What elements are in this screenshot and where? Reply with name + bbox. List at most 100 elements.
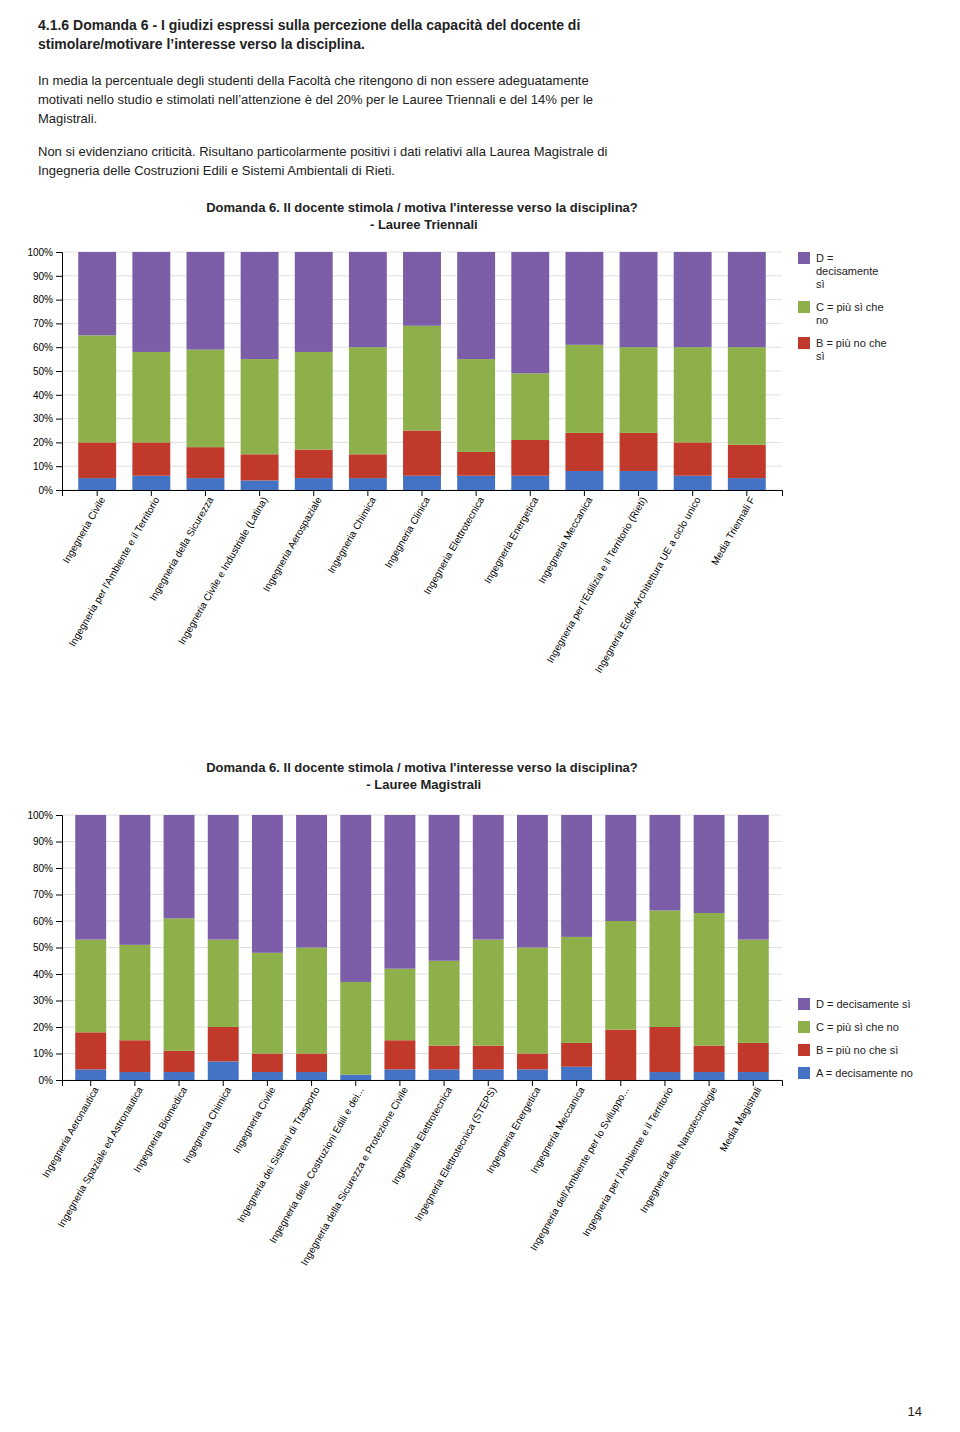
text-line: Domanda 6. Il docente stimola / motiva l… bbox=[206, 200, 638, 215]
x-tick: Ingegneria Elettrotecnica bbox=[421, 490, 486, 596]
bars bbox=[75, 815, 768, 1080]
bar-segment bbox=[403, 431, 441, 476]
y-tick: 10% bbox=[33, 461, 62, 472]
y-tick-label: 60% bbox=[33, 342, 53, 353]
x-tick-label: Ingegneria dell'Ambiente per lo Sviluppo… bbox=[528, 1085, 631, 1252]
bar-segment bbox=[384, 1069, 415, 1080]
bar-segment bbox=[208, 815, 239, 940]
bar-segment bbox=[296, 1054, 327, 1073]
bar-segment bbox=[649, 910, 680, 1027]
bar-segment bbox=[252, 815, 283, 953]
y-tick: 20% bbox=[33, 1022, 62, 1033]
x-tick: Ingegneria per l'Edilizia e il Territori… bbox=[544, 490, 648, 665]
bar-segment bbox=[384, 815, 415, 969]
y-axis: 0%10%20%30%40%50%60%70%80%90%100% bbox=[27, 810, 62, 1086]
legend-swatch bbox=[798, 1021, 810, 1033]
bar-segment bbox=[340, 1075, 371, 1080]
bar-segment bbox=[738, 940, 769, 1043]
y-tick-label: 80% bbox=[33, 294, 53, 305]
x-tick: Ingegneria per l'Ambiente e il Territori… bbox=[67, 490, 162, 648]
bar-segment bbox=[561, 1067, 592, 1080]
bar-segment bbox=[187, 478, 225, 490]
bar-segment bbox=[457, 359, 495, 452]
x-tick-label: Ingegneria Aerospaziale bbox=[261, 495, 324, 594]
axis-line bbox=[56, 253, 63, 491]
x-tick-label: Ingegneria Biomedica bbox=[131, 1085, 189, 1175]
chart-title: Domanda 6. Il docente stimola / motiva l… bbox=[206, 760, 638, 792]
bar-segment bbox=[511, 440, 549, 476]
bar-segment bbox=[728, 347, 766, 445]
bar-segment bbox=[241, 454, 279, 480]
tick-mark bbox=[56, 921, 62, 922]
bar-segment bbox=[132, 252, 170, 352]
x-tick-label: Ingegneria della Sicurezza bbox=[147, 495, 216, 603]
legend-item: D =decisamentesì bbox=[798, 252, 878, 290]
bar-segment bbox=[252, 1054, 283, 1073]
y-tick: 0% bbox=[39, 485, 62, 496]
text-line: Non si evidenziano criticità. Risultano … bbox=[38, 144, 607, 159]
bar-segment bbox=[132, 442, 170, 475]
text-line: 4.1.6 Domanda 6 - I giudizi espressi sul… bbox=[38, 17, 580, 33]
axis-line bbox=[56, 816, 63, 1081]
bar-series bbox=[78, 326, 766, 455]
bar-segment bbox=[208, 1027, 239, 1061]
x-tick: Ingegneria Civile e Industriale (Latina) bbox=[176, 490, 270, 646]
x-axis: Ingegneria CivileIngegneria per l'Ambien… bbox=[61, 490, 783, 675]
bar-segment bbox=[349, 252, 387, 347]
legend-swatch bbox=[798, 337, 810, 349]
legend: D =decisamentesìC = più sì chenoB = più … bbox=[798, 252, 887, 362]
legend-item: B = più no che sì bbox=[798, 1044, 898, 1056]
x-tick-label: Ingegneria per l'Ambiente e il Territori… bbox=[580, 1085, 675, 1239]
y-tick: 30% bbox=[33, 413, 62, 424]
bar-segment bbox=[457, 476, 495, 490]
x-tick: Ingegneria Meccanica bbox=[536, 490, 595, 585]
bar-segment bbox=[694, 1046, 725, 1073]
x-tick: Ingegneria delle Costruzioni Edili e dei… bbox=[267, 1080, 366, 1245]
legend-item: C = più sì cheno bbox=[798, 301, 884, 326]
x-tick-label: Ingegneria dei Sistemi di Trasporto bbox=[235, 1085, 322, 1225]
bar-segment bbox=[429, 1069, 460, 1080]
text-line: C = più sì che bbox=[816, 301, 884, 313]
bar-segment bbox=[561, 937, 592, 1043]
bar-series bbox=[75, 815, 768, 982]
y-tick-label: 70% bbox=[33, 318, 53, 329]
bar-segment bbox=[565, 345, 603, 433]
bar-segment bbox=[295, 478, 333, 490]
bar-segment bbox=[649, 1027, 680, 1072]
bar-segment bbox=[674, 347, 712, 442]
bar-segment bbox=[728, 252, 766, 347]
text-line: Domanda 6. Il docente stimola / motiva l… bbox=[206, 760, 638, 775]
bar-segment bbox=[78, 335, 116, 442]
x-tick: Ingegneria Energetica bbox=[482, 490, 541, 585]
bar-segment bbox=[473, 815, 504, 940]
tick-mark bbox=[56, 1080, 62, 1081]
bar-segment bbox=[164, 1072, 195, 1080]
y-tick-label: 0% bbox=[39, 485, 54, 496]
bar-segment bbox=[738, 1072, 769, 1080]
bar-segment bbox=[296, 948, 327, 1054]
bar-segment bbox=[384, 969, 415, 1041]
bar-segment bbox=[164, 815, 195, 918]
bar-segment bbox=[208, 940, 239, 1027]
x-tick: Ingegneria della Sicurezza bbox=[147, 490, 216, 603]
y-tick-label: 30% bbox=[33, 995, 53, 1006]
y-tick: 40% bbox=[33, 969, 62, 980]
y-tick-label: 60% bbox=[33, 916, 53, 927]
x-tick: Media Magistrali bbox=[717, 1080, 763, 1154]
bar-segment bbox=[187, 447, 225, 478]
bar-segment bbox=[620, 347, 658, 433]
bar-series bbox=[75, 910, 768, 1074]
bar-segment bbox=[252, 1072, 283, 1080]
bar-segment bbox=[119, 1072, 150, 1080]
x-tick-label: Ingegneria Energetica bbox=[482, 495, 541, 586]
bar-segment bbox=[517, 815, 548, 948]
bar-segment bbox=[511, 252, 549, 373]
text-line: sì bbox=[816, 350, 825, 362]
body-text: In media la percentuale degli studenti d… bbox=[38, 73, 593, 126]
tick-mark bbox=[56, 948, 62, 949]
text-line: - Lauree Magistrali bbox=[363, 777, 481, 792]
bar-segment bbox=[164, 1051, 195, 1072]
bar-segment bbox=[649, 1072, 680, 1080]
bar-segment bbox=[620, 471, 658, 490]
bar-segment bbox=[403, 326, 441, 431]
